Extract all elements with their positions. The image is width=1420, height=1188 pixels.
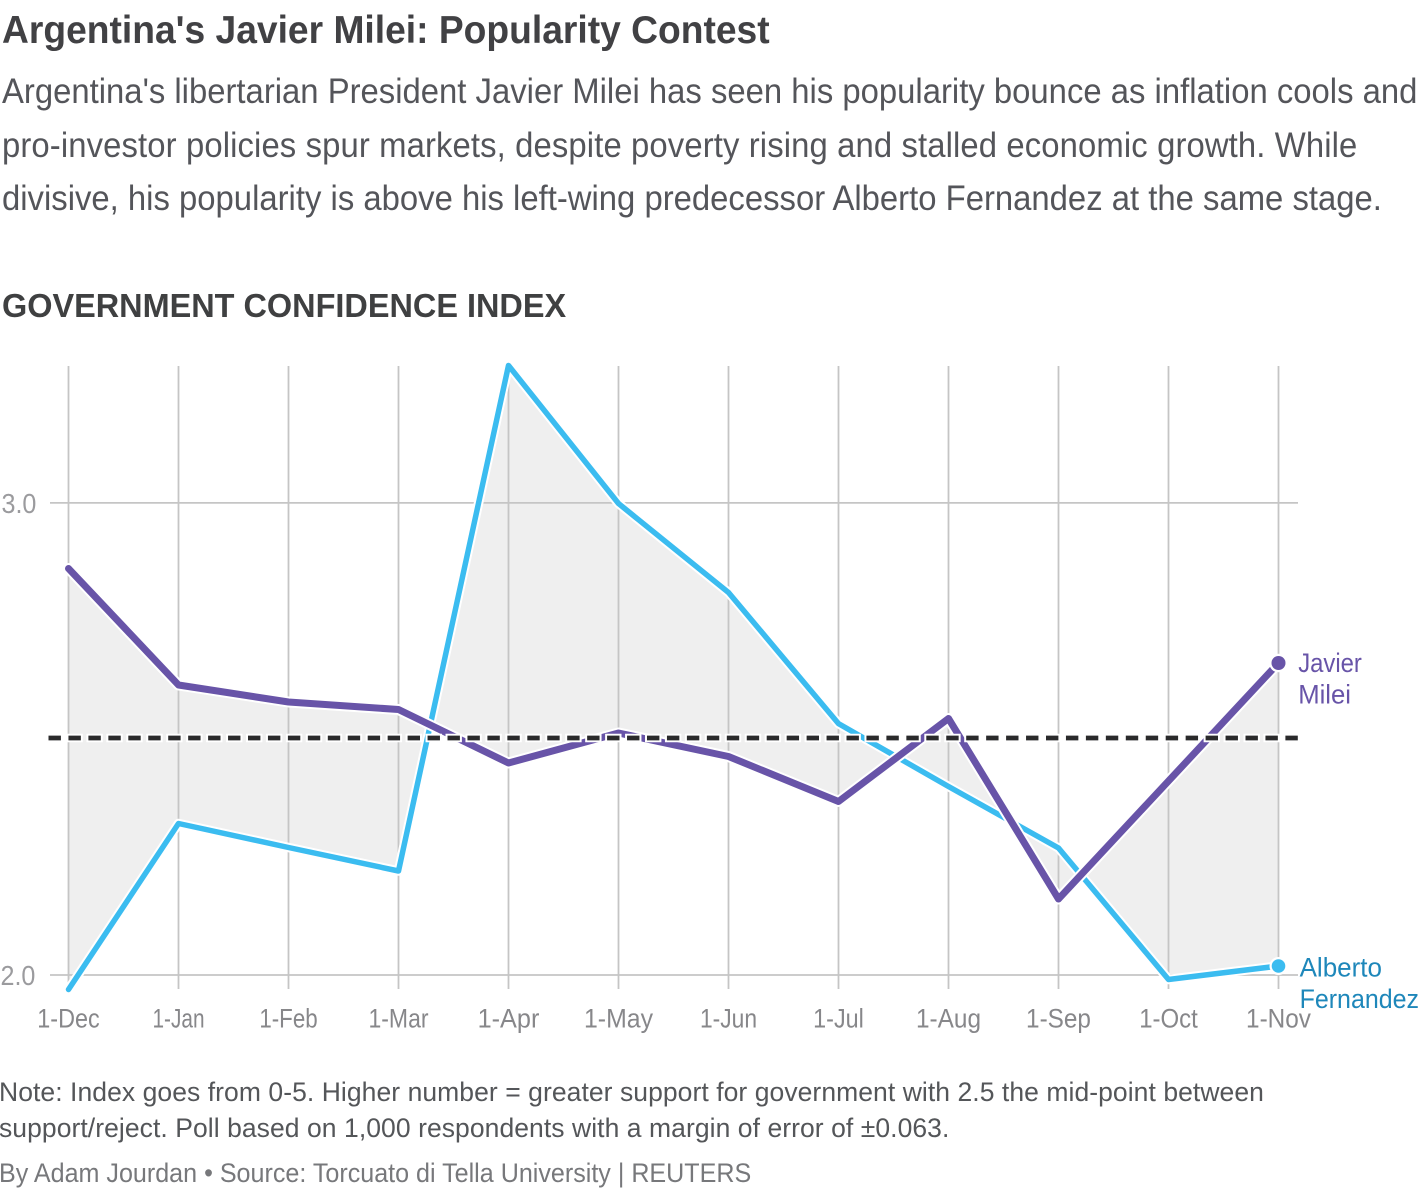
svg-text:1-Aug: 1-Aug xyxy=(916,1003,981,1033)
svg-text:1-Apr: 1-Apr xyxy=(478,1003,540,1033)
svg-text:Milei: Milei xyxy=(1298,679,1351,710)
svg-text:1-Oct: 1-Oct xyxy=(1139,1003,1198,1033)
svg-text:1-Dec: 1-Dec xyxy=(37,1003,99,1033)
svg-text:1-May: 1-May xyxy=(584,1003,654,1033)
svg-text:1-Jun: 1-Jun xyxy=(700,1003,757,1033)
svg-text:Javier: Javier xyxy=(1298,647,1362,678)
svg-text:1-Feb: 1-Feb xyxy=(259,1003,317,1033)
svg-text:1-Nov: 1-Nov xyxy=(1246,1003,1312,1033)
svg-text:2.0: 2.0 xyxy=(1,960,36,991)
svg-text:Fernandez: Fernandez xyxy=(1300,983,1419,1014)
svg-text:1-Jan: 1-Jan xyxy=(153,1003,205,1033)
svg-text:1-Mar: 1-Mar xyxy=(369,1003,429,1033)
svg-text:1-Sep: 1-Sep xyxy=(1026,1003,1091,1033)
svg-text:1-Jul: 1-Jul xyxy=(813,1003,864,1033)
svg-text:3.0: 3.0 xyxy=(2,488,37,519)
svg-text:Alberto: Alberto xyxy=(1300,952,1382,983)
